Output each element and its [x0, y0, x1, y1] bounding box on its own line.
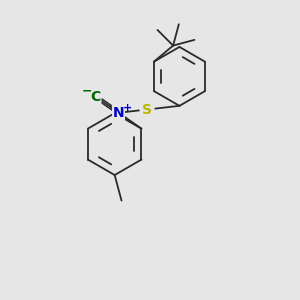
Text: N: N: [113, 106, 124, 120]
Text: S: S: [142, 103, 152, 116]
Text: −: −: [82, 85, 93, 98]
Text: C: C: [91, 90, 101, 104]
Text: +: +: [123, 103, 132, 113]
